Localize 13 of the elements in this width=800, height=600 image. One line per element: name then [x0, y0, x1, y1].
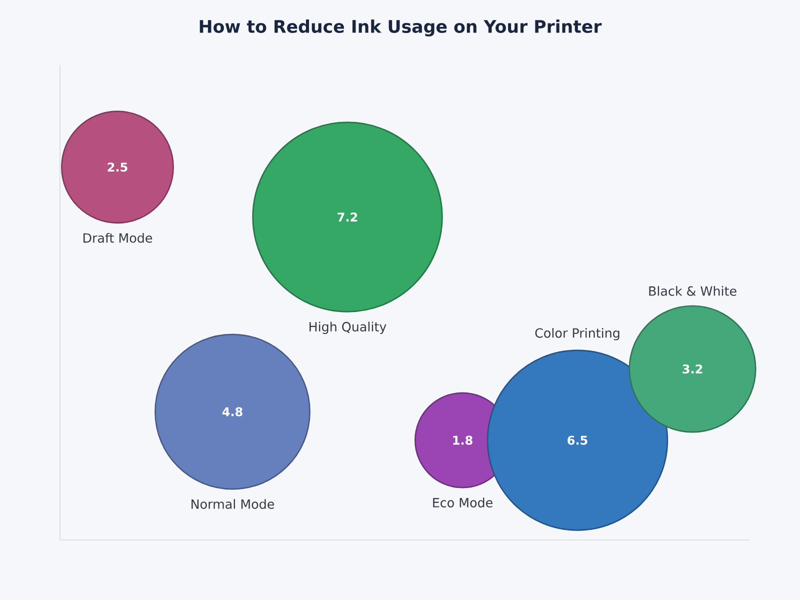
data-label: 1.8: [453, 436, 472, 445]
text: How to Reduce Ink Usage on Your Printer: [200, 20, 602, 36]
category-label: Normal Mode: [192, 499, 274, 509]
data-label: 2.5: [108, 162, 128, 172]
category-label: Color Printing: [535, 328, 620, 340]
data-label: 4.8: [222, 407, 242, 416]
category-label: Black & White: [649, 286, 736, 296]
data-label: 7.2: [338, 212, 358, 222]
category-label: High Quality: [310, 322, 386, 334]
data-label: 3.2: [682, 364, 702, 374]
data-label: 6.5: [568, 436, 588, 445]
category-label: Eco Mode: [433, 498, 492, 508]
category-label: Draft Mode: [83, 232, 152, 243]
